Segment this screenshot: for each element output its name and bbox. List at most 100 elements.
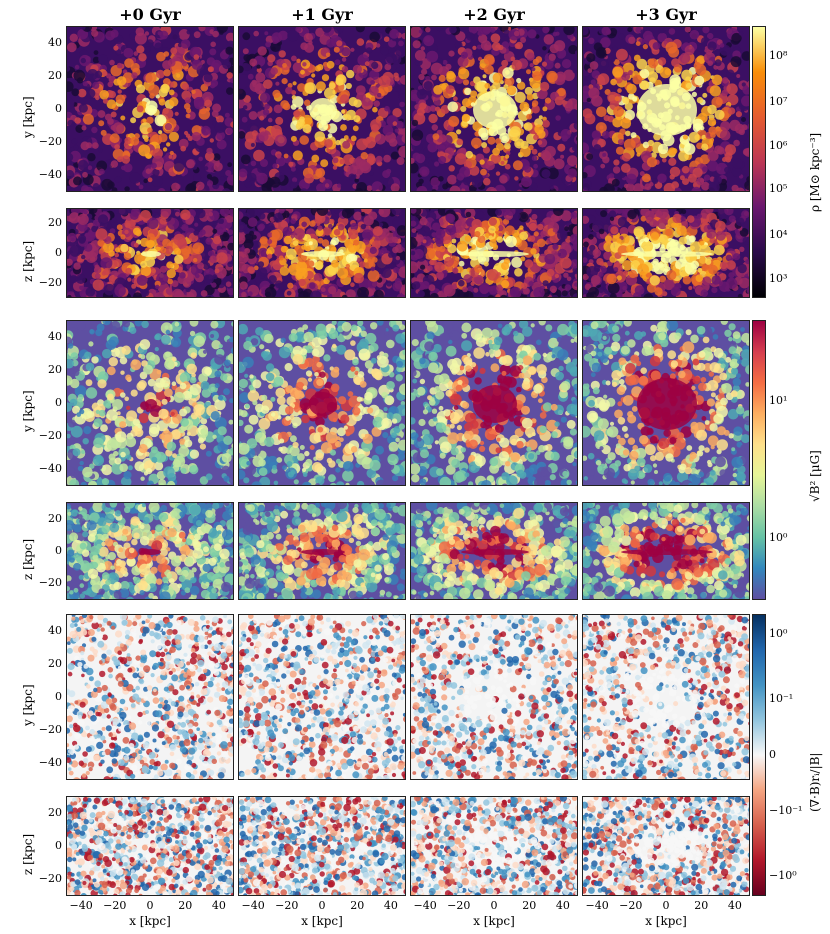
panel-bfield-face-0 <box>66 320 234 486</box>
y-tick-label-row-1: 0 <box>55 246 62 259</box>
panel-density-edge-0 <box>66 208 234 298</box>
panel-divb-face-2 <box>410 614 578 780</box>
panel-divb-edge-2 <box>410 796 578 896</box>
y-tick-label-row-0: 40 <box>48 35 62 49</box>
y-tick-label-row-2: 0 <box>55 396 62 409</box>
density-colorbar-tick: 10³ <box>769 271 788 285</box>
y-tick-label-row-2: 40 <box>48 329 62 343</box>
panel-bfield-edge-2 <box>410 502 578 600</box>
x-tick-label-col-2: 0 <box>490 899 498 912</box>
x-tick-label-col-1: −40 <box>241 899 265 912</box>
x-axis-label-0: x [kpc] <box>129 914 171 928</box>
density-colorbar-tick: 10⁵ <box>769 182 788 196</box>
panel-bfield-edge-1 <box>238 502 406 600</box>
divb-colorbar <box>752 614 766 896</box>
panel-divb-face-1 <box>238 614 406 780</box>
y-tick-label-row-4: 40 <box>48 623 62 637</box>
x-axis-label-2: x [kpc] <box>473 914 515 928</box>
density-colorbar-tick: 10⁸ <box>769 48 788 62</box>
x-axis-label-1: x [kpc] <box>301 914 343 928</box>
panel-density-edge-1 <box>238 208 406 298</box>
y-tick-label-row-2: −20 <box>38 429 62 443</box>
y-tick-label-row-4: −20 <box>38 723 62 737</box>
y-axis-label-row-0: y [kpc] <box>21 96 35 138</box>
density-colorbar-tick: 10⁶ <box>769 138 788 152</box>
x-tick-label-col-0: 40 <box>211 899 226 912</box>
column-title-3: +3 Gyr <box>635 5 697 24</box>
column-title-2: +2 Gyr <box>463 5 525 24</box>
y-axis-label-row-2: y [kpc] <box>21 390 35 432</box>
panel-divb-face-0 <box>66 614 234 780</box>
x-tick-label-col-3: −20 <box>619 899 643 912</box>
y-tick-label-row-3: −20 <box>38 576 62 590</box>
x-tick-label-col-2: 40 <box>555 899 570 912</box>
bfield-colorbar-tick: 10¹ <box>769 394 788 408</box>
divb-colorbar-label: (∇·B)rᵢ/|B| <box>808 752 822 812</box>
y-tick-label-row-2: −40 <box>38 462 62 476</box>
panel-bfield-face-1 <box>238 320 406 486</box>
y-tick-label-row-1: 20 <box>48 216 62 230</box>
column-title-1: +1 Gyr <box>291 5 353 24</box>
divb-colorbar-tick: 10⁰ <box>769 626 788 640</box>
x-tick-label-col-0: 20 <box>178 899 193 912</box>
y-tick-label-row-0: −20 <box>38 135 62 149</box>
column-title-0: +0 Gyr <box>119 5 181 24</box>
y-tick-label-row-4: −40 <box>38 756 62 770</box>
x-tick-label-col-0: 0 <box>146 899 154 912</box>
panel-density-face-1 <box>238 26 406 192</box>
y-tick-label-row-1: −20 <box>38 275 62 289</box>
y-tick-label-row-0: 0 <box>55 102 62 115</box>
x-tick-label-col-1: 40 <box>383 899 398 912</box>
divb-colorbar-tick: −10⁻¹ <box>769 804 803 818</box>
panel-bfield-face-2 <box>410 320 578 486</box>
panel-bfield-edge-0 <box>66 502 234 600</box>
panel-density-edge-2 <box>410 208 578 298</box>
y-axis-label-row-3: z [kpc] <box>21 538 35 580</box>
x-axis-label-3: x [kpc] <box>645 914 687 928</box>
density-colorbar-tick: 10⁷ <box>769 95 788 109</box>
y-tick-label-row-3: 0 <box>55 544 62 557</box>
y-tick-label-row-5: −20 <box>38 872 62 885</box>
panel-divb-edge-0 <box>66 796 234 896</box>
x-tick-label-col-1: 0 <box>318 899 326 912</box>
y-tick-label-row-0: 20 <box>48 68 62 82</box>
x-tick-label-col-2: 20 <box>522 899 537 912</box>
panel-divb-face-3 <box>582 614 750 780</box>
x-tick-label-col-3: 0 <box>662 899 670 912</box>
panel-bfield-edge-3 <box>582 502 750 600</box>
panel-density-face-3 <box>582 26 750 192</box>
panel-density-edge-3 <box>582 208 750 298</box>
x-tick-label-col-1: 20 <box>350 899 365 912</box>
density-colorbar-tick: 10⁴ <box>769 228 788 242</box>
panel-divb-edge-3 <box>582 796 750 896</box>
x-tick-label-col-0: −40 <box>69 899 93 912</box>
bfield-colorbar <box>752 320 766 600</box>
x-tick-label-col-3: 40 <box>727 899 742 912</box>
bfield-colorbar-tick: 10⁰ <box>769 531 788 545</box>
divb-colorbar-tick: −10⁰ <box>769 869 797 883</box>
panel-density-face-0 <box>66 26 234 192</box>
x-tick-label-col-3: 20 <box>694 899 709 912</box>
x-tick-label-col-0: −20 <box>103 899 127 912</box>
panel-density-face-2 <box>410 26 578 192</box>
x-tick-label-col-2: −40 <box>413 899 437 912</box>
divb-colorbar-tick: 0 <box>769 748 776 761</box>
y-tick-label-row-2: 20 <box>48 362 62 376</box>
panel-divb-edge-1 <box>238 796 406 896</box>
y-axis-label-row-5: z [kpc] <box>21 833 35 875</box>
density-colorbar-label: ρ [M⊙ kpc⁻³] <box>808 132 822 212</box>
x-tick-label-col-1: −20 <box>275 899 299 912</box>
y-axis-label-row-4: y [kpc] <box>21 684 35 726</box>
x-tick-label-col-3: −40 <box>585 899 609 912</box>
y-tick-label-row-5: 0 <box>55 839 62 852</box>
divb-colorbar-tick: 10⁻¹ <box>769 691 794 705</box>
bfield-colorbar-label: √B² [μG] <box>808 450 822 502</box>
y-tick-label-row-4: 0 <box>55 690 62 703</box>
y-axis-label-row-1: z [kpc] <box>21 240 35 282</box>
y-tick-label-row-5: 20 <box>48 806 62 819</box>
y-tick-label-row-4: 20 <box>48 656 62 670</box>
panel-bfield-face-3 <box>582 320 750 486</box>
density-colorbar <box>752 26 766 298</box>
x-tick-label-col-2: −20 <box>447 899 471 912</box>
y-tick-label-row-0: −40 <box>38 168 62 182</box>
